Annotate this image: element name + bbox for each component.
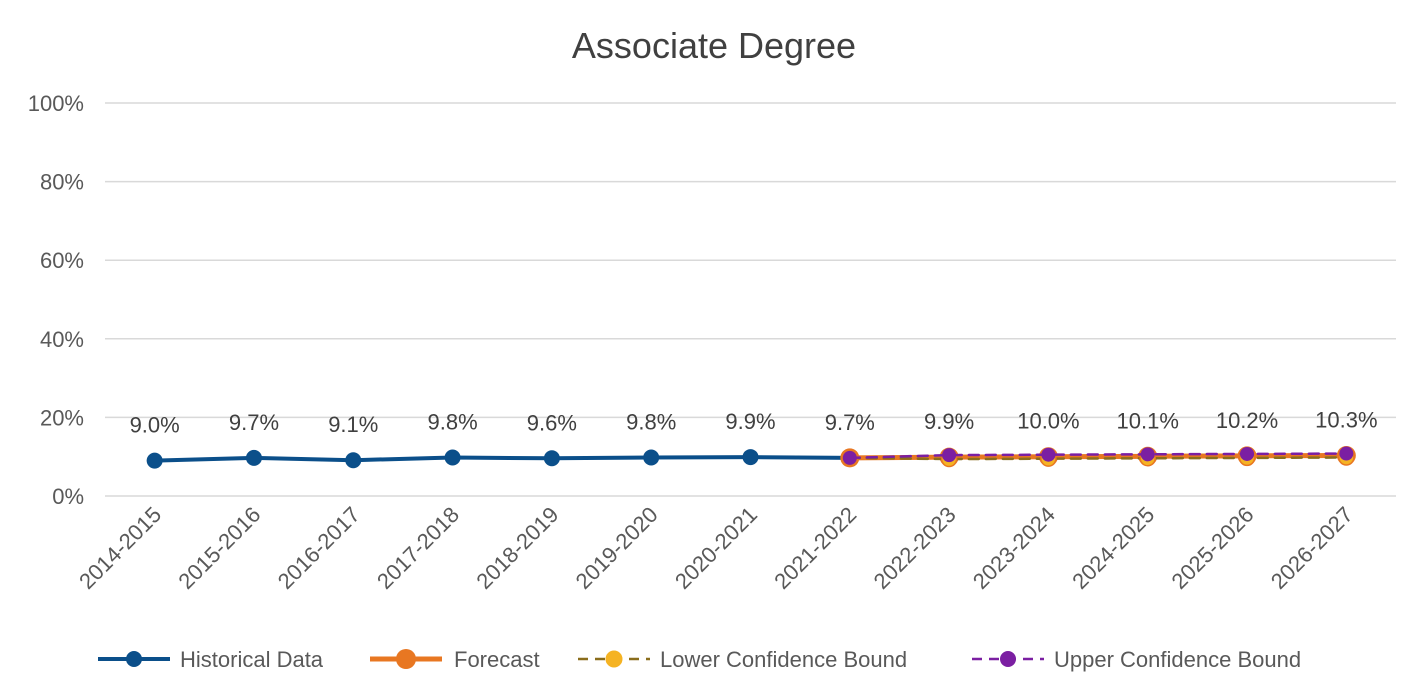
x-tick-label: 2025-2026 xyxy=(1166,502,1258,594)
x-tick-label: 2015-2016 xyxy=(173,502,265,594)
upper-confidence-bound-point xyxy=(842,450,857,465)
upper-confidence-bound-point xyxy=(1240,446,1255,461)
legend: Historical Data Forecast Lower Confidence … xyxy=(98,647,1301,672)
historical-data-legend-marker xyxy=(126,651,142,667)
x-tick-label: 2014-2015 xyxy=(74,502,166,594)
data-label: 10.1% xyxy=(1117,408,1179,433)
chart-title: Associate Degree xyxy=(572,25,856,66)
y-tick-label: 100% xyxy=(28,91,84,116)
y-tick-label: 40% xyxy=(40,327,84,352)
data-label: 9.8% xyxy=(626,409,676,434)
historical-data-point xyxy=(543,450,560,467)
upper-confidence-bound-point xyxy=(942,448,957,463)
series-layer xyxy=(146,446,1356,469)
historical-data-point xyxy=(643,449,660,466)
forecast-line xyxy=(847,453,1349,461)
upper-confidence-bound-legend-label: Upper Confidence Bound xyxy=(1054,647,1301,672)
data-label: 10.2% xyxy=(1216,408,1278,433)
data-label: 9.9% xyxy=(725,409,775,434)
lower-confidence-bound-legend-label: Lower Confidence Bound xyxy=(660,647,907,672)
x-tick-label: 2026-2027 xyxy=(1266,502,1358,594)
data-labels: 9.0% 9.7% 9.1% 9.8% 9.6% 9.8% 9.9% 9.7% 9.9% 10.0… xyxy=(130,408,1378,438)
data-label: 10.3% xyxy=(1315,408,1377,433)
upper-confidence-bound-line xyxy=(848,452,1348,460)
x-tick-label: 2024-2025 xyxy=(1067,502,1159,594)
x-tick-label: 2017-2018 xyxy=(372,502,464,594)
x-tick-label: 2019-2020 xyxy=(571,502,663,594)
data-label: 9.0% xyxy=(130,413,180,438)
x-tick-label: 2020-2021 xyxy=(670,502,762,594)
x-tick-label: 2021-2022 xyxy=(769,502,861,594)
x-tick-label: 2018-2019 xyxy=(471,502,563,594)
historical-data-point xyxy=(245,449,262,466)
historical-data-point xyxy=(345,452,362,469)
x-tick-label: 2022-2023 xyxy=(869,502,961,594)
historical-data-point xyxy=(742,449,759,466)
data-label: 9.6% xyxy=(527,410,577,435)
upper-confidence-bound-point xyxy=(1041,447,1056,462)
upper-confidence-bound-point xyxy=(1140,447,1155,462)
historical-data-legend-label: Historical Data xyxy=(180,647,324,672)
data-label: 9.1% xyxy=(328,412,378,437)
lower-confidence-bound-line xyxy=(848,456,1348,461)
x-tick-label: 2023-2024 xyxy=(968,502,1060,594)
data-label: 9.8% xyxy=(427,409,477,434)
y-tick-label: 60% xyxy=(40,248,84,273)
forecast-legend-label: Forecast xyxy=(454,647,540,672)
data-label: 9.7% xyxy=(229,410,279,435)
data-label: 10.0% xyxy=(1017,409,1079,434)
y-tick-label: 80% xyxy=(40,170,84,195)
x-axis-ticks: 2014-2015 2015-2016 2016-2017 2017-2018 2018… xyxy=(74,502,1358,594)
upper-confidence-bound-legend-marker xyxy=(1000,651,1016,667)
y-tick-label: 20% xyxy=(40,405,84,430)
data-label: 9.7% xyxy=(825,410,875,435)
forecast-legend-marker xyxy=(396,649,416,669)
y-axis-ticks: 0% 20% 40% 60% 80% 100% xyxy=(28,91,84,509)
lower-confidence-bound-legend-marker xyxy=(605,650,623,668)
gridlines xyxy=(105,102,1396,497)
x-tick-label: 2016-2017 xyxy=(273,502,365,594)
y-tick-label: 0% xyxy=(52,484,84,509)
data-label: 9.9% xyxy=(924,409,974,434)
historical-data-point xyxy=(444,449,461,466)
historical-data-point xyxy=(146,452,163,469)
historical-data-line xyxy=(152,455,852,463)
upper-confidence-bound-point xyxy=(1339,446,1354,461)
